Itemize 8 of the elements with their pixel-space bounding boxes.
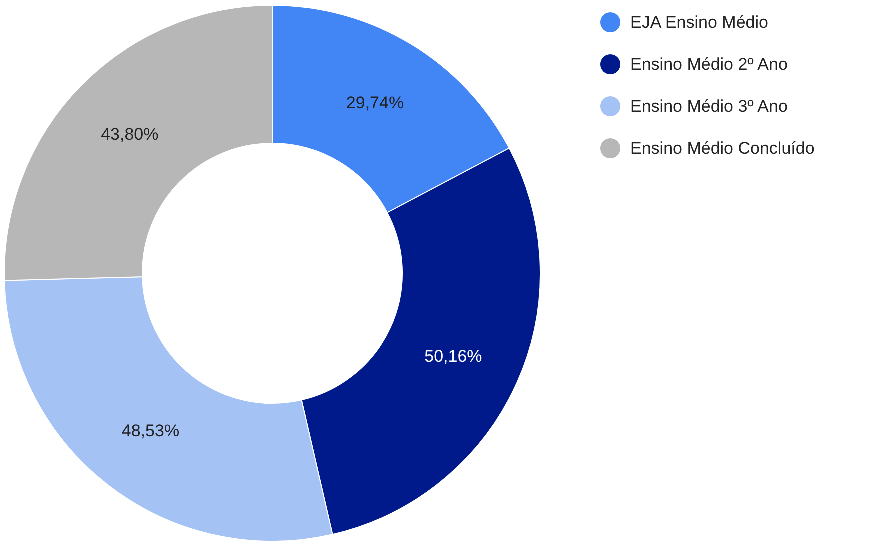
data-label: 48,53% bbox=[122, 421, 180, 440]
data-label: 50,16% bbox=[424, 346, 482, 366]
legend-label: EJA Ensino Médio bbox=[630, 13, 768, 32]
data-label: 29,74% bbox=[346, 94, 404, 113]
legend-label: Ensino Médio Concluído bbox=[630, 139, 815, 158]
data-label: 43,80% bbox=[101, 125, 159, 144]
legend-label: Ensino Médio 3º Ano bbox=[630, 97, 788, 116]
legend-label: Ensino Médio 2º Ano bbox=[630, 55, 788, 74]
